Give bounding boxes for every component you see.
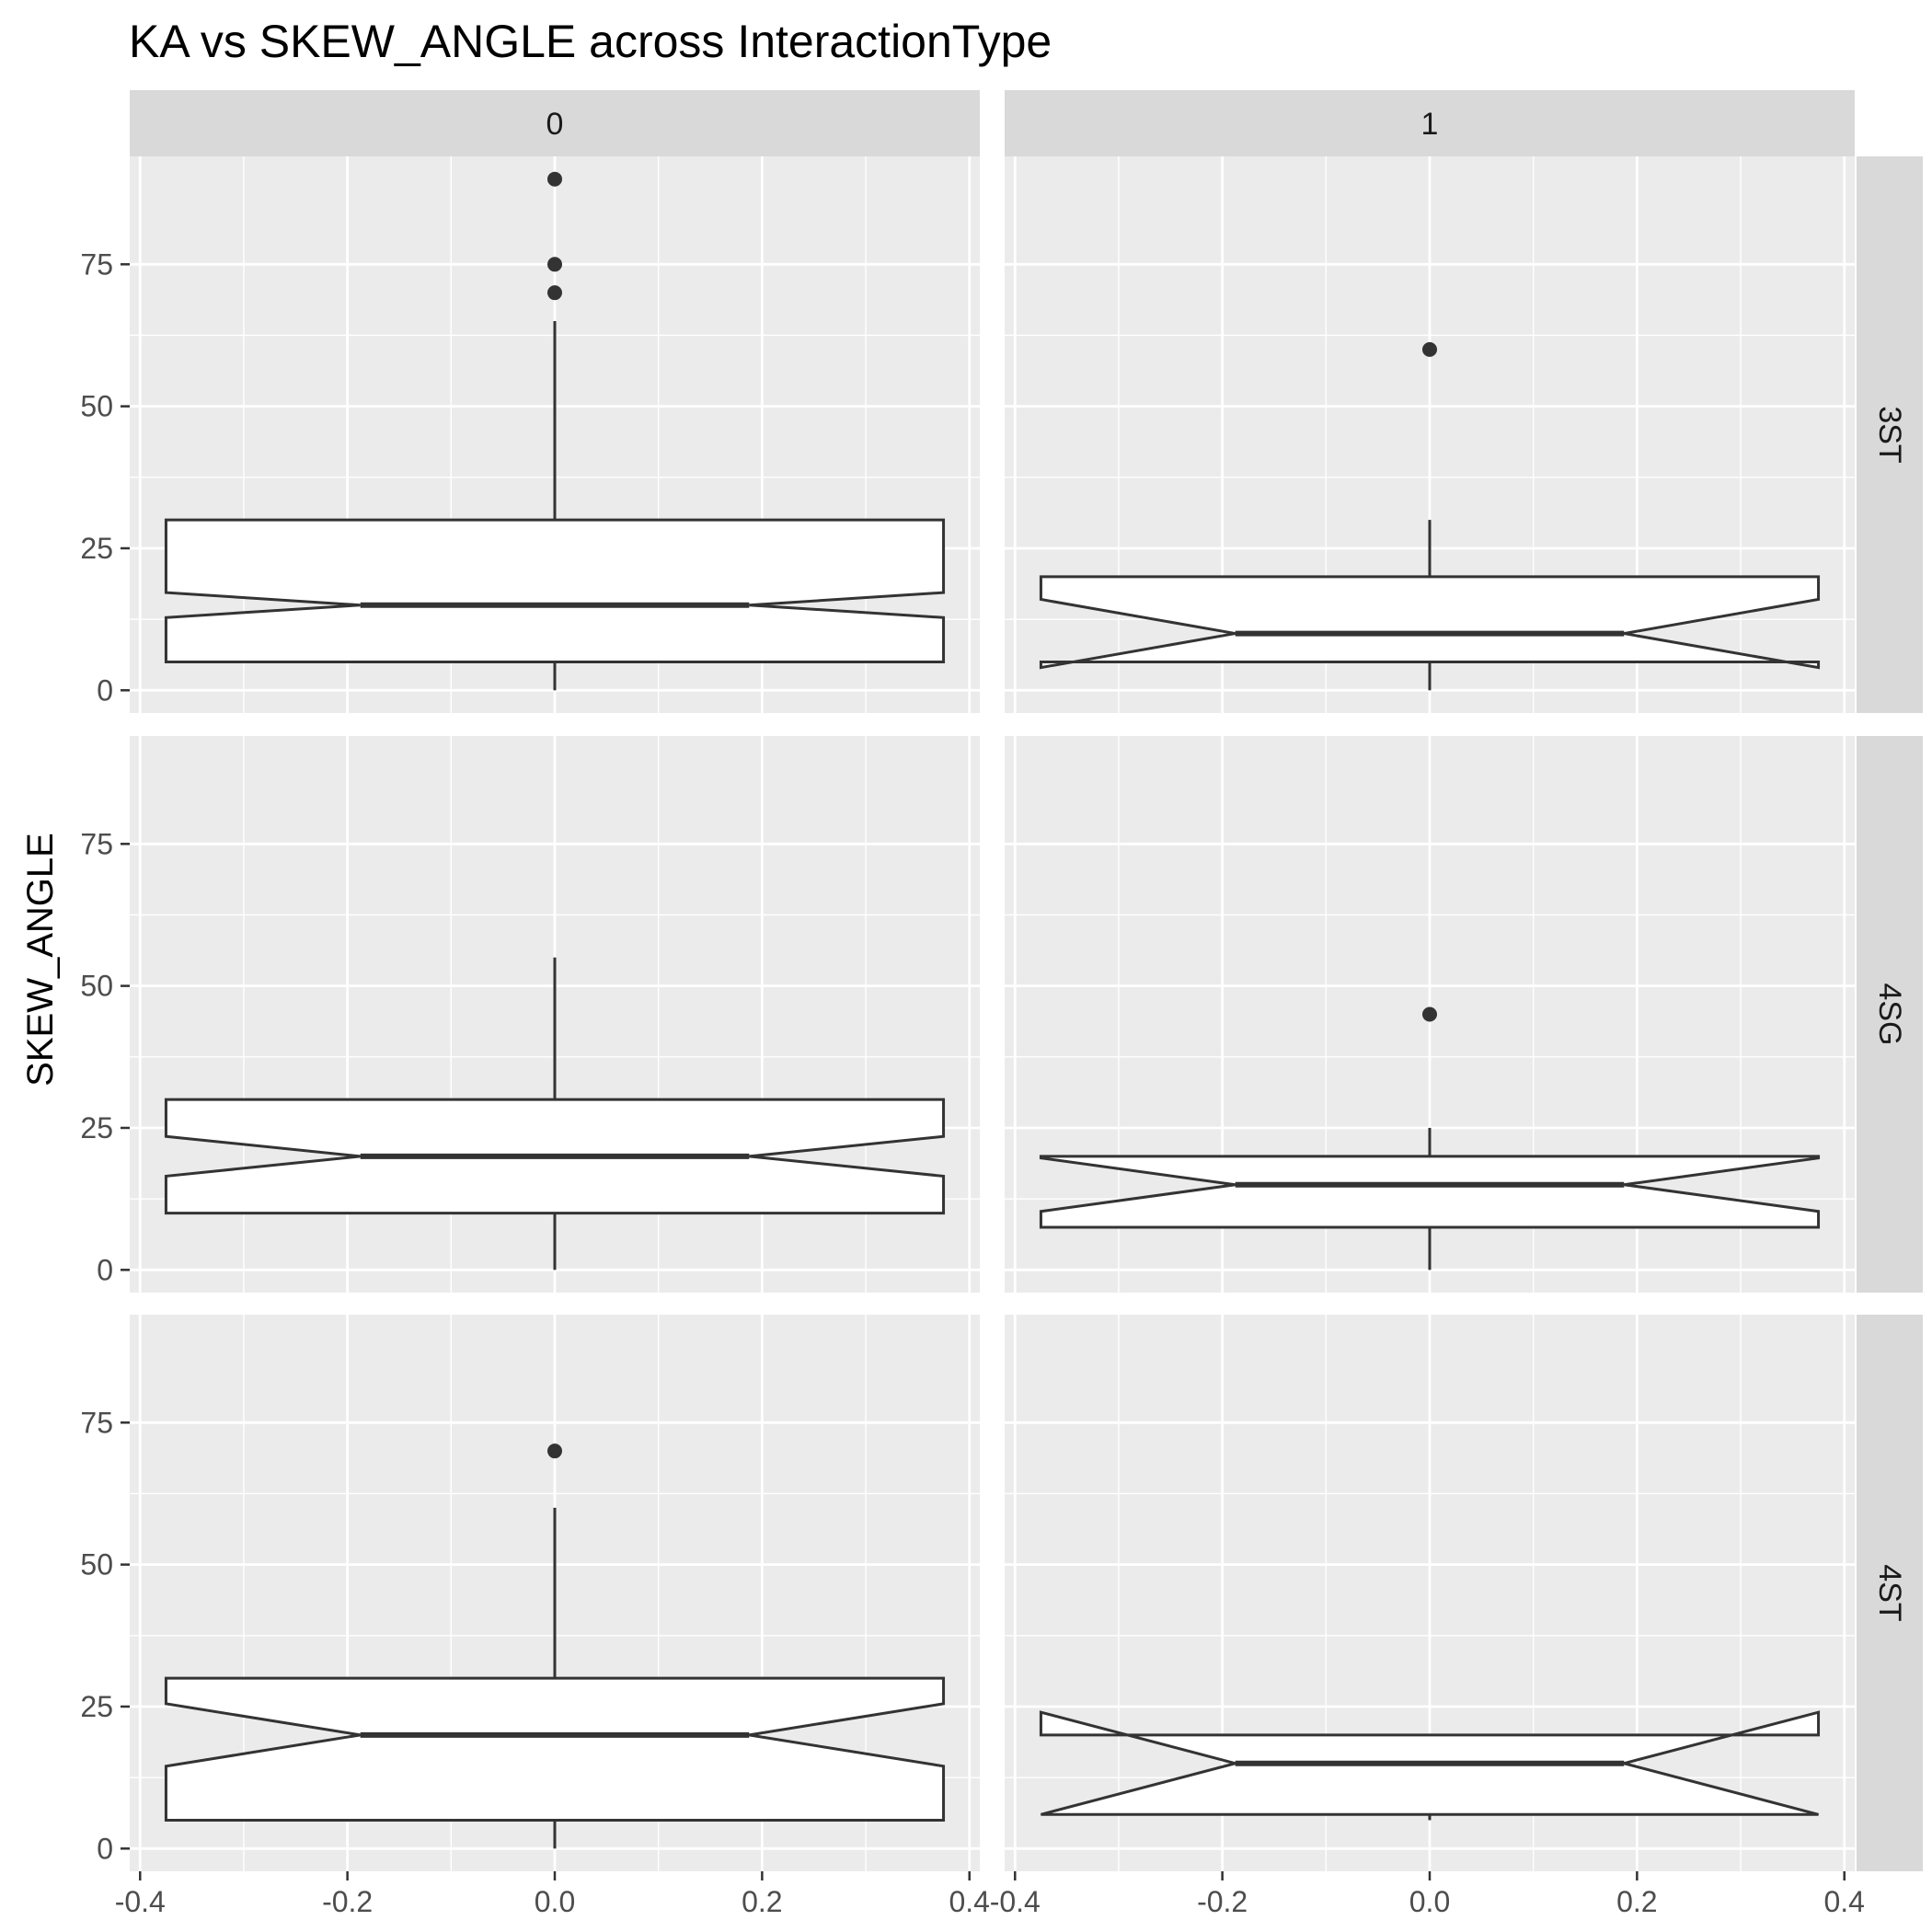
notched-box bbox=[1039, 1155, 1821, 1229]
boxplot-4SG-0 bbox=[164, 957, 946, 1271]
y-tick-label: 75 bbox=[80, 827, 113, 860]
row-strip-label: 4SG bbox=[1872, 983, 1907, 1045]
x-tick-label: 0.0 bbox=[535, 1885, 575, 1918]
outlier-point bbox=[547, 257, 562, 272]
notched-box bbox=[1039, 575, 1821, 670]
row-strip-4ST bbox=[1857, 1315, 1923, 1871]
y-tick-label: 0 bbox=[97, 1832, 113, 1865]
outlier-point bbox=[547, 285, 562, 301]
boxplot-4ST-1 bbox=[1039, 1710, 1821, 1821]
x-tick-label: 0.4 bbox=[1823, 1885, 1864, 1918]
boxplot-4ST-0 bbox=[164, 1443, 946, 1849]
x-tick-label: 0.2 bbox=[742, 1885, 782, 1918]
x-tick-label: -0.4 bbox=[115, 1885, 166, 1918]
outlier-point bbox=[1422, 341, 1437, 357]
col-strip-label: 1 bbox=[1421, 107, 1439, 142]
y-tick-label: 75 bbox=[80, 1406, 113, 1439]
y-tick-label: 75 bbox=[80, 247, 113, 281]
boxplot-3ST-1 bbox=[1039, 341, 1821, 691]
x-tick-label: 0.2 bbox=[1616, 1885, 1657, 1918]
x-tick-label: -0.2 bbox=[322, 1885, 373, 1918]
outlier-point bbox=[1422, 1006, 1437, 1022]
facet-panels: 0 1 3ST 4SG 4ST 0 25 50 75 0 25 50 75 0 25 50 75 -0.4 -0.2… bbox=[80, 90, 1923, 1918]
notched-box bbox=[164, 518, 946, 663]
y-axis-title: SKEW_ANGLE bbox=[20, 833, 61, 1087]
y-tick-label: 25 bbox=[80, 1111, 113, 1144]
outlier-point bbox=[547, 171, 562, 187]
x-tick-label: 0.4 bbox=[949, 1885, 989, 1918]
col-strip-label: 0 bbox=[546, 107, 564, 142]
chart-title: KA vs SKEW_ANGLE across InteractionType bbox=[129, 16, 1052, 67]
col-strip-1 bbox=[1005, 90, 1855, 156]
row-strip-4SG bbox=[1857, 736, 1923, 1293]
boxplot-4SG-1 bbox=[1039, 1006, 1821, 1271]
col-strip-0 bbox=[130, 90, 980, 156]
outlier-point bbox=[547, 1443, 562, 1459]
y-tick-label: 50 bbox=[80, 970, 113, 1003]
y-tick-label: 25 bbox=[80, 1690, 113, 1723]
row-strip-label: 4ST bbox=[1872, 1564, 1907, 1621]
notched-box bbox=[164, 1676, 946, 1822]
boxplot-3ST-0 bbox=[164, 171, 946, 691]
x-tick-label: -0.4 bbox=[990, 1885, 1041, 1918]
row-strip-label: 3ST bbox=[1872, 406, 1907, 463]
y-tick-label: 25 bbox=[80, 532, 113, 565]
y-tick-label: 50 bbox=[80, 1548, 113, 1581]
row-strip-3ST bbox=[1857, 156, 1923, 713]
y-tick-label: 0 bbox=[97, 673, 113, 707]
x-tick-label: -0.2 bbox=[1197, 1885, 1248, 1918]
x-tick-label: 0.0 bbox=[1409, 1885, 1450, 1918]
y-tick-label: 50 bbox=[80, 390, 113, 423]
y-tick-label: 0 bbox=[97, 1253, 113, 1286]
